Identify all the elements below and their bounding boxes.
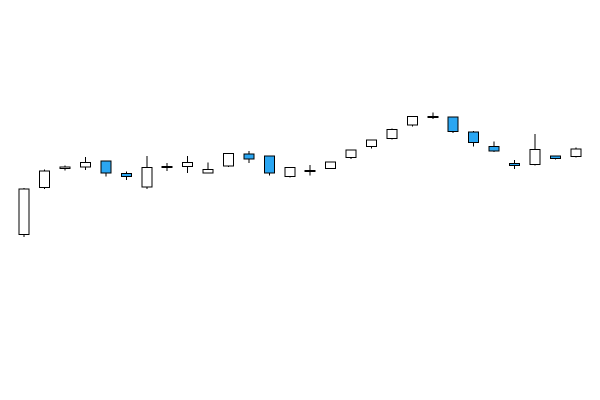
candle (427, 112, 439, 119)
candle (366, 139, 377, 149)
candle (202, 162, 214, 174)
candle (223, 152, 234, 168)
candle (386, 128, 398, 140)
candle (509, 159, 520, 169)
candle-body-down (263, 155, 275, 174)
candle (406, 115, 418, 127)
candle-body-down (447, 116, 459, 133)
candle (488, 141, 500, 152)
candle-body-up (529, 149, 541, 166)
candle (59, 165, 71, 171)
candle (243, 151, 255, 163)
candle-body-down (161, 166, 173, 169)
candle-body-up (141, 167, 153, 188)
candle-body-down (120, 173, 132, 178)
candle (120, 171, 132, 180)
candle-body-up (59, 166, 71, 169)
candle-body-up (325, 161, 337, 169)
candle-body-up (284, 167, 296, 178)
candle-body-up (182, 161, 194, 168)
candle-body-up (304, 170, 316, 173)
candle-body-up (570, 148, 582, 157)
candle (549, 155, 561, 160)
candle (263, 155, 275, 176)
candle (80, 156, 91, 170)
candle-body-down (243, 153, 255, 160)
candle (570, 147, 582, 158)
candle-body-up (39, 170, 51, 188)
candle-body-up (345, 149, 357, 159)
candle-body-up (366, 139, 377, 147)
candle-body-up (202, 168, 214, 174)
candle (161, 162, 173, 172)
candle (100, 160, 112, 177)
candle (325, 161, 337, 169)
candle (447, 116, 459, 133)
candle-body-up (223, 153, 234, 167)
candle-body-down (468, 131, 480, 144)
candle-body-up (406, 115, 418, 126)
candle-body-up (386, 129, 398, 139)
candle (182, 156, 194, 173)
candle (529, 134, 541, 166)
candle (39, 169, 51, 189)
candle-body-up (18, 188, 30, 235)
candle-body-down (100, 160, 112, 174)
candle (284, 167, 296, 178)
candle (304, 165, 316, 176)
candle-body-down (488, 146, 500, 152)
candle (468, 130, 480, 147)
candle (345, 149, 357, 159)
candle-body-up (80, 161, 91, 168)
candle-body-up (427, 116, 439, 119)
candle-body-down (549, 155, 561, 160)
candle-body-down (509, 163, 520, 167)
candle (18, 187, 30, 237)
candle (141, 155, 153, 190)
